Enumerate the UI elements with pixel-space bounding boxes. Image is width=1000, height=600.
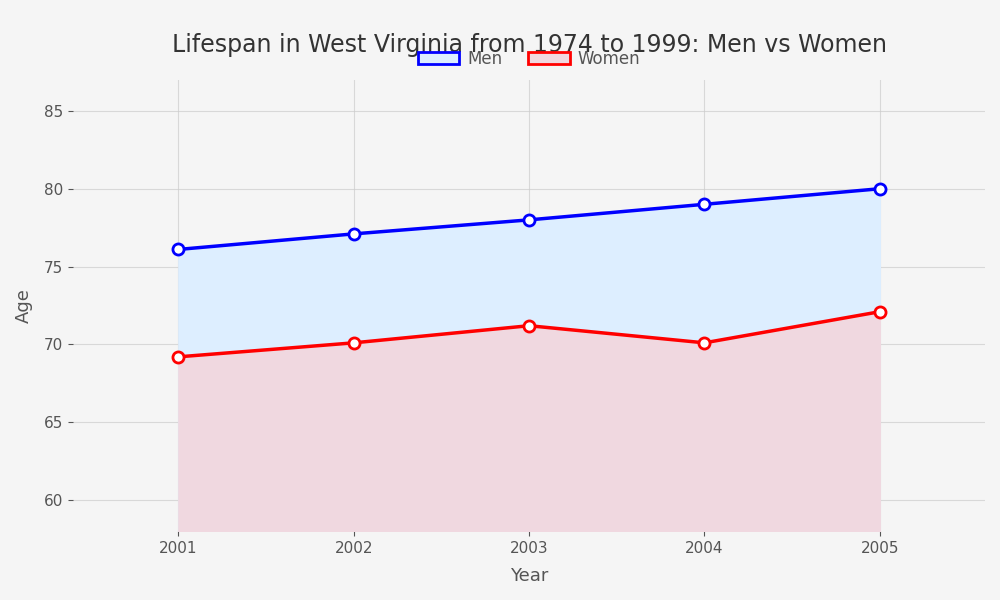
- X-axis label: Year: Year: [510, 567, 548, 585]
- Title: Lifespan in West Virginia from 1974 to 1999: Men vs Women: Lifespan in West Virginia from 1974 to 1…: [172, 33, 887, 57]
- Legend: Men, Women: Men, Women: [411, 43, 647, 74]
- Y-axis label: Age: Age: [15, 288, 33, 323]
